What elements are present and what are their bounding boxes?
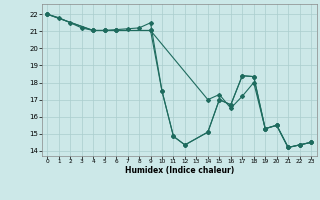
X-axis label: Humidex (Indice chaleur): Humidex (Indice chaleur): [124, 166, 234, 175]
